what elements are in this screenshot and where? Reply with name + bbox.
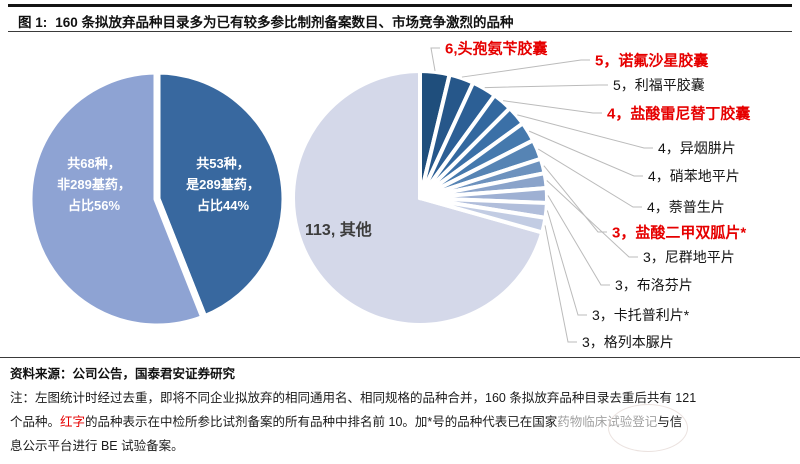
pie-callout-异烟肼片: 4，异烟肼片 bbox=[658, 140, 736, 156]
footnote-2-tail: 与信 bbox=[657, 415, 683, 429]
pie-callout-利福平胶囊: 5，利福平胶囊 bbox=[613, 77, 705, 93]
leader-line-8 bbox=[543, 165, 607, 233]
pie-callout-尼群地平片: 3，尼群地平片 bbox=[643, 249, 735, 265]
footnote-line-2: 个品种。红字的品种表示在中检所参比试剂备案的所有品种中排名前 10。加*号的品种… bbox=[10, 411, 796, 430]
pie-callout-卡托普利片: 3，卡托普利片* bbox=[592, 307, 690, 323]
leader-line-4 bbox=[503, 100, 602, 114]
other-slice-label: 113, 其他 bbox=[305, 222, 372, 239]
pie-callout-头孢氨苄胶囊: 6,头孢氨苄胶囊 bbox=[445, 40, 548, 58]
pie-callout-诺氟沙星胶囊: 5，诺氟沙星胶囊 bbox=[595, 52, 709, 70]
pie-charts-svg bbox=[25, 47, 653, 343]
footnote-2-faded: 药物临床试验登记 bbox=[557, 415, 658, 429]
leader-line-12 bbox=[544, 225, 577, 343]
pie-slice-12 bbox=[418, 196, 548, 235]
footnote-2-mid: 的品种表示在中检所参比试剂备案的所有品种中排名前 10。加*号的品种代表已在国家 bbox=[85, 415, 558, 429]
footnote-2-red-word: 红字 bbox=[60, 415, 86, 429]
figure-title: 图 1: 160 条拟放弃品种目录多为已有较多参比制剂备案数目、市场竞争激烈的品种 bbox=[18, 11, 788, 31]
chart-area: 共68种， 非289基药， 占比56% 共53种， 是289基药， 占比44% … bbox=[0, 33, 800, 357]
footnote-line-1: 注：左图统计时经过去重，即将不同企业拟放弃的相同通用名、相同规格的品种合并，16… bbox=[10, 391, 697, 405]
footnote-2-pre: 个品种。 bbox=[10, 415, 61, 429]
pie-callout-硝苯地平片: 4，硝苯地平片 bbox=[648, 168, 740, 184]
pie-callout-萘普生片: 4，萘普生片 bbox=[647, 199, 725, 215]
figure-number: 图 1: bbox=[18, 15, 48, 30]
left-pie-label-non289: 共68种， 非289基药， 占比56% bbox=[57, 156, 131, 213]
pie-slice-non289 bbox=[25, 67, 208, 331]
figure-title-text: 160 条拟放弃品种目录多为已有较多参比制剂备案数目、市场竞争激烈的品种 bbox=[55, 15, 514, 30]
leader-line-5 bbox=[517, 114, 653, 149]
pie-callout-布洛芬片: 3，布洛芬片 bbox=[615, 277, 693, 293]
leader-line-1 bbox=[430, 47, 440, 71]
leader-line-11 bbox=[546, 210, 587, 316]
leader-line-3 bbox=[484, 84, 608, 89]
leader-line-2 bbox=[461, 59, 590, 78]
left-pie-label-289: 共53种， 是289基药， 占比44% bbox=[186, 156, 260, 213]
leader-line-7 bbox=[537, 148, 642, 208]
pie-callout-格列本脲片: 3，格列本脲片 bbox=[582, 334, 674, 350]
chart-bottom-rule bbox=[0, 357, 800, 358]
title-separator-rule bbox=[8, 31, 792, 32]
leader-line-10 bbox=[547, 195, 610, 286]
pie-slice-289 bbox=[153, 67, 289, 322]
pie-callout-盐酸二甲双胍片: 3，盐酸二甲双胍片* bbox=[612, 224, 747, 242]
top-rule bbox=[8, 4, 792, 7]
leader-line-6 bbox=[528, 130, 643, 177]
footnote-line-3: 息公示平台进行 BE 试验备案。 bbox=[10, 439, 184, 453]
pie-slice-other bbox=[291, 69, 545, 327]
pie-callout-盐酸雷尼替丁胶囊: 4，盐酸雷尼替丁胶囊 bbox=[607, 105, 751, 123]
source-note: 资料来源：公司公告，国泰君安证券研究 bbox=[10, 367, 236, 381]
leader-line-9 bbox=[546, 180, 638, 258]
